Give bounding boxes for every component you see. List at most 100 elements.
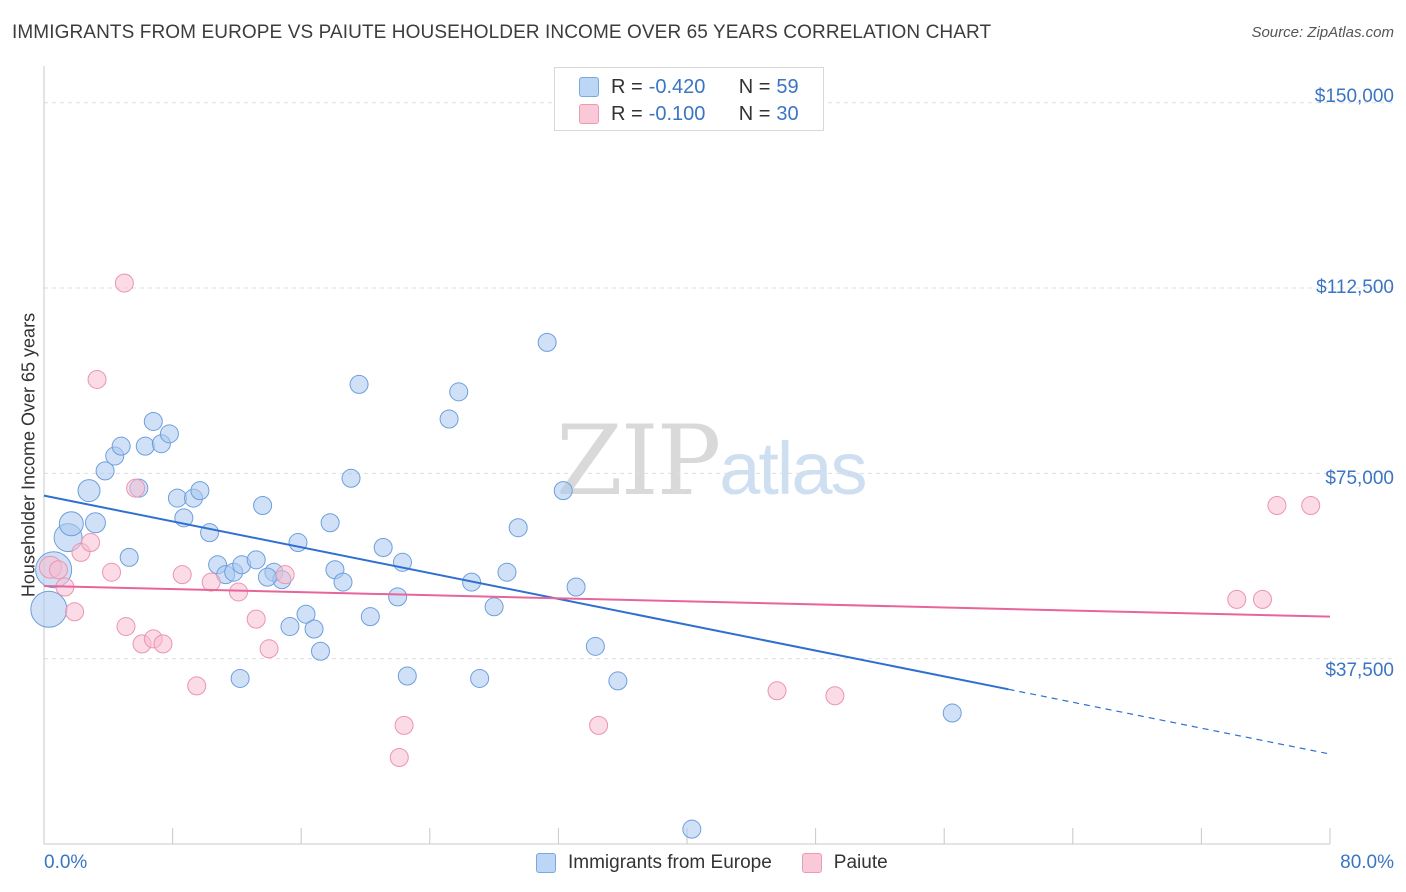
europe-point xyxy=(566,577,586,597)
europe-point xyxy=(388,587,408,607)
paiute-point xyxy=(389,748,409,768)
paiute-point xyxy=(229,582,249,602)
legend-r-label: R = xyxy=(611,75,643,98)
europe-point xyxy=(585,636,605,656)
legend-n-value: 59 xyxy=(776,75,799,98)
paiute-point xyxy=(172,565,192,585)
paiute-point xyxy=(102,562,122,582)
y-tick-label: $37,500 xyxy=(1325,660,1394,681)
zipatlas-watermark: ZIPatlas xyxy=(556,405,868,517)
europe-point xyxy=(253,495,273,515)
europe-point xyxy=(439,409,459,429)
paiute-trend-line xyxy=(43,585,1331,618)
legend-row-paiute: R = -0.100 N = 30 xyxy=(579,102,799,126)
legend-label-paiute: Paiute xyxy=(833,852,888,873)
paiute-point xyxy=(201,572,221,592)
europe-point xyxy=(304,619,324,639)
europe-point xyxy=(77,479,101,503)
europe-point xyxy=(200,523,220,543)
europe-point xyxy=(397,666,417,686)
series-legend: Immigrants from Europe Paiute xyxy=(536,852,918,874)
legend-r-value: -0.100 xyxy=(648,102,706,125)
europe-point xyxy=(246,550,266,570)
legend-n-value: 30 xyxy=(776,102,799,125)
europe-point xyxy=(257,567,277,587)
paiute-point xyxy=(116,617,136,637)
europe-point xyxy=(310,641,330,661)
x-tick-label-max: 80.0% xyxy=(1340,852,1394,873)
paiute-point xyxy=(1301,495,1321,515)
europe-point xyxy=(167,488,187,508)
legend-item-paiute: Paiute xyxy=(801,852,888,874)
legend-r-value: -0.420 xyxy=(648,75,706,98)
paiute-point xyxy=(153,634,173,654)
europe-point xyxy=(84,512,106,534)
watermark-zip: ZIP xyxy=(556,405,721,517)
chart-title: IMMIGRANTS FROM EUROPE VS PAIUTE HOUSEHO… xyxy=(12,22,992,43)
europe-point xyxy=(341,468,361,488)
legend-swatch-blue xyxy=(579,77,599,97)
europe-point xyxy=(143,411,163,431)
paiute-point xyxy=(126,478,146,498)
europe-point xyxy=(58,511,84,537)
europe-point xyxy=(608,671,628,691)
paiute-point xyxy=(187,676,207,696)
paiute-point xyxy=(589,715,609,735)
europe-point xyxy=(537,332,557,352)
legend-row-europe: R = -0.420 N = 59 xyxy=(579,75,799,99)
europe-point xyxy=(333,572,353,592)
europe-point xyxy=(119,547,139,567)
paiute-point xyxy=(87,369,107,389)
paiute-point xyxy=(48,560,68,580)
europe-point xyxy=(111,436,131,456)
europe-point xyxy=(280,617,300,637)
correlation-legend: R = -0.420 N = 59 R = -0.100 N = 30 xyxy=(554,67,824,131)
legend-n-label: N = xyxy=(738,102,771,125)
y-tick-label: $75,000 xyxy=(1325,468,1394,489)
paiute-point xyxy=(114,273,134,293)
europe-point xyxy=(508,518,528,538)
europe-point xyxy=(296,604,316,624)
europe-point xyxy=(349,374,369,394)
paiute-point xyxy=(275,565,295,585)
source-label: Source: ZipAtlas.com xyxy=(1251,24,1394,41)
paiute-point xyxy=(246,609,266,629)
paiute-point xyxy=(259,639,279,659)
europe-point xyxy=(484,597,504,617)
europe-point xyxy=(135,436,155,456)
europe-point xyxy=(230,668,250,688)
legend-item-europe: Immigrants from Europe xyxy=(536,852,772,874)
europe-point xyxy=(320,513,340,533)
legend-r-label: R = xyxy=(611,102,643,125)
paiute-point xyxy=(1267,495,1287,515)
paiute-point xyxy=(65,602,85,622)
y-axis-label: Householder Income Over 65 years xyxy=(18,312,39,598)
paiute-point xyxy=(394,715,414,735)
europe-point xyxy=(360,607,380,627)
europe-point xyxy=(497,562,517,582)
legend-swatch-blue xyxy=(536,853,556,873)
watermark-atlas: atlas xyxy=(719,427,867,510)
paiute-point xyxy=(825,686,845,706)
europe-point xyxy=(682,819,702,839)
legend-n-label: N = xyxy=(738,75,771,98)
europe-point xyxy=(95,461,115,481)
paiute-point xyxy=(767,681,787,701)
x-tick-label-min: 0.0% xyxy=(44,852,88,873)
paiute-point xyxy=(81,533,101,553)
europe-point xyxy=(942,703,962,723)
legend-swatch-pink xyxy=(579,104,599,124)
legend-label-europe: Immigrants from Europe xyxy=(568,852,772,873)
europe-point xyxy=(470,668,490,688)
europe-trend-extension xyxy=(1008,688,1331,755)
europe-trend-line xyxy=(43,494,1009,691)
y-tick-label: $112,500 xyxy=(1316,277,1394,298)
europe-point xyxy=(373,537,393,557)
europe-point xyxy=(159,424,179,444)
paiute-point xyxy=(1252,589,1272,609)
europe-point xyxy=(190,481,210,501)
paiute-point xyxy=(1227,589,1247,609)
europe-point xyxy=(553,481,573,501)
europe-point xyxy=(449,382,469,402)
